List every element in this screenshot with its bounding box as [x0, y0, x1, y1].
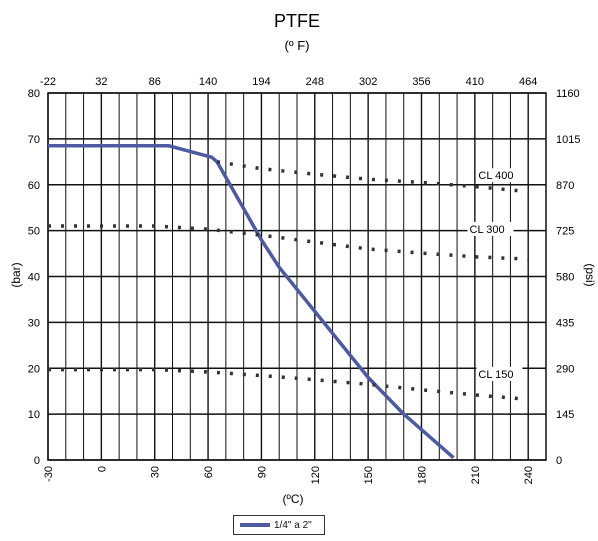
top-tick-label: 32 [95, 76, 107, 88]
top-tick-label: 410 [466, 76, 484, 88]
y-tick-label-right: 1160 [556, 88, 580, 100]
y-tick-label-right: 580 [556, 272, 574, 284]
top-tick-label: 248 [306, 76, 324, 88]
x-axis-label: (ºC) [282, 492, 303, 506]
legend-swatch [240, 523, 270, 527]
y-tick-label-right: 0 [556, 455, 562, 467]
class-label: CL 150 [478, 369, 513, 381]
y-tick-label-right: 725 [556, 226, 574, 238]
top-tick-label: 464 [519, 76, 537, 88]
x-tick-label: 60 [203, 466, 215, 478]
y-tick-label-left: 20 [28, 363, 40, 375]
y-tick-label-right: 145 [556, 409, 574, 421]
x-tick-label: 30 [150, 466, 162, 478]
x-tick-label: 150 [363, 466, 375, 484]
y-tick-label-left: 70 [28, 134, 40, 146]
class-label: CL 300 [470, 224, 505, 236]
x-tick-label: 120 [310, 466, 322, 484]
class-label-background [467, 221, 514, 236]
y-tick-label-left: 40 [28, 272, 40, 284]
left-y-axis-label: (bar) [9, 262, 23, 287]
class-label-background [476, 366, 523, 381]
x-tick-label: -30 [43, 466, 55, 482]
plot-frame [47, 92, 547, 461]
top-axis-unit-label: (º F) [285, 38, 310, 53]
y-tick-label-right: 1015 [556, 134, 580, 146]
y-tick-label-left: 80 [28, 88, 40, 100]
x-tick-label: 180 [417, 466, 429, 484]
top-tick-label: 356 [412, 76, 430, 88]
y-tick-label-right: 870 [556, 180, 574, 192]
grid-lines [47, 92, 547, 461]
top-tick-label: -22 [40, 76, 56, 88]
top-tick-label: 194 [252, 76, 270, 88]
legend: 1/4" a 2" [233, 515, 325, 535]
x-tick-label: 240 [523, 466, 535, 484]
class-label: CL 400 [478, 170, 513, 182]
tick-labels: -30 0 30 60 90 120 150 180 210 240010203040506070… [28, 76, 581, 484]
y-tick-label-left: 50 [28, 226, 40, 238]
x-tick-label: 210 [470, 466, 482, 484]
x-tick-label: 90 [256, 466, 268, 478]
chart-title: PTFE [274, 11, 320, 31]
series-1-4-a-2-line [48, 144, 455, 460]
x-tick-label: 0 [96, 466, 108, 472]
top-tick-label: 86 [149, 76, 161, 88]
y-tick-label-left: 60 [28, 180, 40, 192]
series-group [48, 144, 529, 460]
top-tick-label: 302 [359, 76, 377, 88]
class-label-background [476, 168, 523, 183]
right-y-axis-label: (psi) [583, 263, 597, 286]
y-tick-label-right: 435 [556, 317, 574, 329]
y-tick-label-left: 10 [28, 409, 40, 421]
y-tick-label-left: 30 [28, 317, 40, 329]
legend-label: 1/4" a 2" [274, 519, 312, 531]
y-tick-label-right: 290 [556, 363, 574, 375]
top-tick-label: 140 [199, 76, 217, 88]
y-tick-label-left: 0 [34, 455, 40, 467]
series-cl-150-line [48, 367, 529, 402]
class-labels: CL 400 CL 300 CL 150 [467, 168, 523, 381]
